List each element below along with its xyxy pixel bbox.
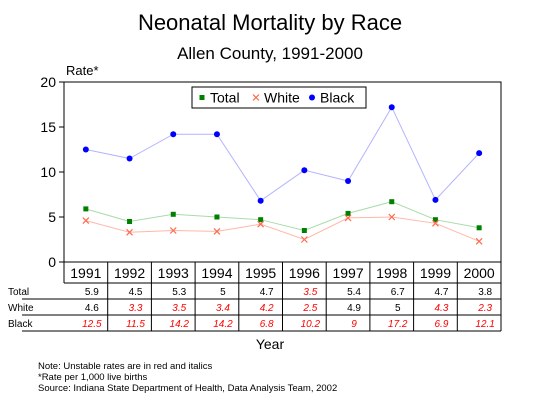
data-point-marker (300, 236, 308, 243)
table-cell: 5.9 (85, 287, 99, 298)
legend-label: Total (210, 90, 240, 106)
data-point-marker (344, 214, 352, 222)
x-axis-label: Year (255, 336, 285, 352)
data-point-marker (345, 210, 351, 216)
data-point-marker (199, 95, 205, 100)
table-cell: 14.2 (213, 319, 233, 330)
table-cell: 4.3 (434, 303, 448, 314)
data-point-marker (432, 217, 438, 223)
table-cell: 3.5 (303, 287, 317, 298)
data-point-marker (83, 206, 89, 212)
table-cell: 6.9 (434, 319, 448, 330)
data-point-marker (476, 225, 482, 231)
table-cell: 6.7 (391, 287, 405, 298)
x-tick-label: 1991 (70, 265, 101, 281)
data-point-marker (476, 150, 483, 157)
y-axis-label: Rate* (66, 63, 99, 78)
table-cell: 5 (395, 303, 401, 314)
data-point-marker (257, 197, 264, 204)
x-tick-label: 1994 (201, 265, 232, 281)
data-point-marker (309, 94, 315, 101)
table-cell: 4.7 (260, 287, 274, 298)
data-point-marker (169, 227, 177, 234)
table-cell: 3.3 (129, 303, 143, 314)
y-tick-label: 0 (48, 254, 56, 270)
x-tick-label: 1995 (245, 265, 276, 281)
series-line (85, 106, 480, 202)
table-cell: 12.1 (475, 319, 494, 330)
x-tick-label: 1997 (332, 265, 363, 281)
data-point-marker (82, 217, 90, 225)
table-cell: 12.5 (82, 319, 102, 330)
data-point-marker (126, 155, 133, 162)
x-tick-label: 1999 (420, 265, 451, 281)
x-tick-label: 1996 (289, 265, 320, 281)
y-tick-label: 15 (40, 119, 56, 135)
legend-label: White (264, 90, 300, 106)
plot-area (63, 81, 502, 263)
table-cell: 5.4 (347, 287, 361, 298)
data-point-marker (82, 146, 89, 153)
table-cell: 10.2 (301, 319, 321, 330)
data-point-marker (252, 94, 260, 101)
data-point-marker (475, 237, 483, 245)
data-point-marker (214, 214, 220, 220)
note-source: Source: Indiana State Department of Heal… (38, 383, 338, 394)
data-point-marker (257, 220, 265, 228)
table-cell: 4.9 (347, 303, 361, 314)
table-cell: 5.3 (172, 287, 186, 298)
table-cell: 14.2 (170, 319, 190, 330)
table-cell: 17.2 (388, 319, 408, 330)
table-cell: 3.8 (478, 287, 492, 298)
data-point-marker (432, 219, 439, 227)
y-tick-label: 20 (40, 74, 56, 90)
data-point-marker (388, 213, 396, 221)
table-cell: 6.8 (260, 319, 274, 330)
chart-title: Neonatal Mortality by Race (137, 10, 403, 35)
data-point-marker (301, 167, 308, 174)
table-cell: 4.5 (129, 287, 143, 298)
note-unstable: Note: Unstable rates are in red and ital… (38, 361, 213, 372)
line-chart: 0 5 10 15 20 1991 1992 1993 1994 1995 1996 1997 1998… (8, 74, 502, 332)
data-point-marker (213, 227, 221, 235)
table-row-label: Black (8, 319, 33, 330)
data-point-marker (301, 228, 307, 233)
y-tick-label: 5 (48, 209, 56, 225)
table-cell: 4.6 (85, 303, 99, 314)
data-point-marker (170, 211, 176, 217)
x-tick-label: 1993 (158, 265, 189, 281)
table-cell: 11.5 (126, 319, 145, 330)
data-point-marker (213, 131, 220, 138)
legend-label: Black (320, 90, 355, 106)
legend-box (191, 86, 367, 109)
table-cell: 3.4 (216, 303, 230, 314)
data-point-marker (258, 217, 264, 223)
data-point-marker (170, 131, 177, 138)
series-line (85, 201, 480, 232)
data-point-marker (127, 219, 133, 224)
table-cell: 4.2 (260, 303, 274, 314)
note-rate-definition: *Rate per 1,000 live births (38, 372, 148, 383)
x-tick-label: 1992 (114, 265, 145, 281)
x-tick-label: 2000 (464, 265, 495, 281)
table-cell: 2.3 (477, 303, 492, 314)
data-point-marker (126, 228, 133, 236)
table-cell: 3.5 (172, 303, 186, 314)
chart-notes: Note: Unstable rates are in red and ital… (38, 361, 337, 394)
table-row-label: White (8, 303, 34, 314)
data-point-marker (345, 178, 352, 184)
table-cell: 9 (351, 319, 357, 330)
series-line (85, 216, 480, 242)
data-point-marker (432, 196, 439, 203)
table-cell: 5 (220, 287, 226, 298)
y-tick-label: 10 (40, 164, 56, 180)
data-point-marker (388, 104, 395, 111)
x-tick-label: 1998 (376, 265, 407, 281)
table-cell: 4.7 (434, 287, 448, 298)
data-point-marker (389, 199, 395, 205)
table-row-label: Total (8, 287, 29, 298)
chart-subtitle: Allen County, 1991-2000 (177, 44, 363, 63)
table-cell: 2.5 (302, 303, 317, 314)
